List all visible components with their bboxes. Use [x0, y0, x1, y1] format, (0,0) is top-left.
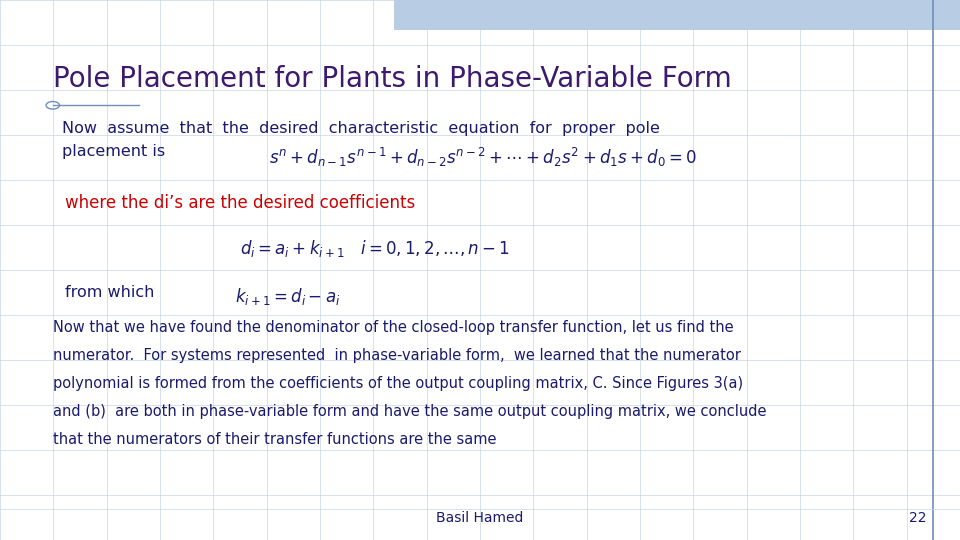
- Text: polynomial is formed from the coefficients of the output coupling matrix, C. Sin: polynomial is formed from the coefficien…: [53, 376, 743, 391]
- Text: and (b)  are both in phase-variable form and have the same output coupling matri: and (b) are both in phase-variable form …: [53, 404, 766, 419]
- Text: $k_{i+1} = d_i - a_i$: $k_{i+1} = d_i - a_i$: [235, 286, 341, 307]
- Text: that the numerators of their transfer functions are the same: that the numerators of their transfer fu…: [53, 432, 496, 447]
- Text: $d_i = a_i + k_{i+1} \quad i = 0, 1, 2, \ldots, n-1$: $d_i = a_i + k_{i+1} \quad i = 0, 1, 2, …: [240, 238, 510, 259]
- Text: Pole Placement for Plants in Phase-Variable Form: Pole Placement for Plants in Phase-Varia…: [53, 65, 732, 93]
- Text: where the di’s are the desired coefficients: where the di’s are the desired coefficie…: [65, 194, 416, 212]
- Bar: [394, 0, 960, 30]
- Text: from which: from which: [65, 285, 155, 300]
- Text: numerator.  For systems represented  in phase-variable form,  we learned that th: numerator. For systems represented in ph…: [53, 348, 741, 363]
- Text: Basil Hamed: Basil Hamed: [436, 511, 524, 525]
- Text: 22: 22: [909, 511, 926, 525]
- Text: Now  assume  that  the  desired  characteristic  equation  for  proper  pole: Now assume that the desired characterist…: [62, 122, 660, 137]
- Text: $s^n + d_{n-1}s^{n-1} + d_{n-2}s^{n-2} + \cdots + d_2s^2 + d_1s + d_0 = 0$: $s^n + d_{n-1}s^{n-1} + d_{n-2}s^{n-2} +…: [269, 146, 697, 169]
- Text: placement is: placement is: [62, 144, 165, 159]
- Text: Now that we have found the denominator of the closed-loop transfer function, let: Now that we have found the denominator o…: [53, 320, 733, 335]
